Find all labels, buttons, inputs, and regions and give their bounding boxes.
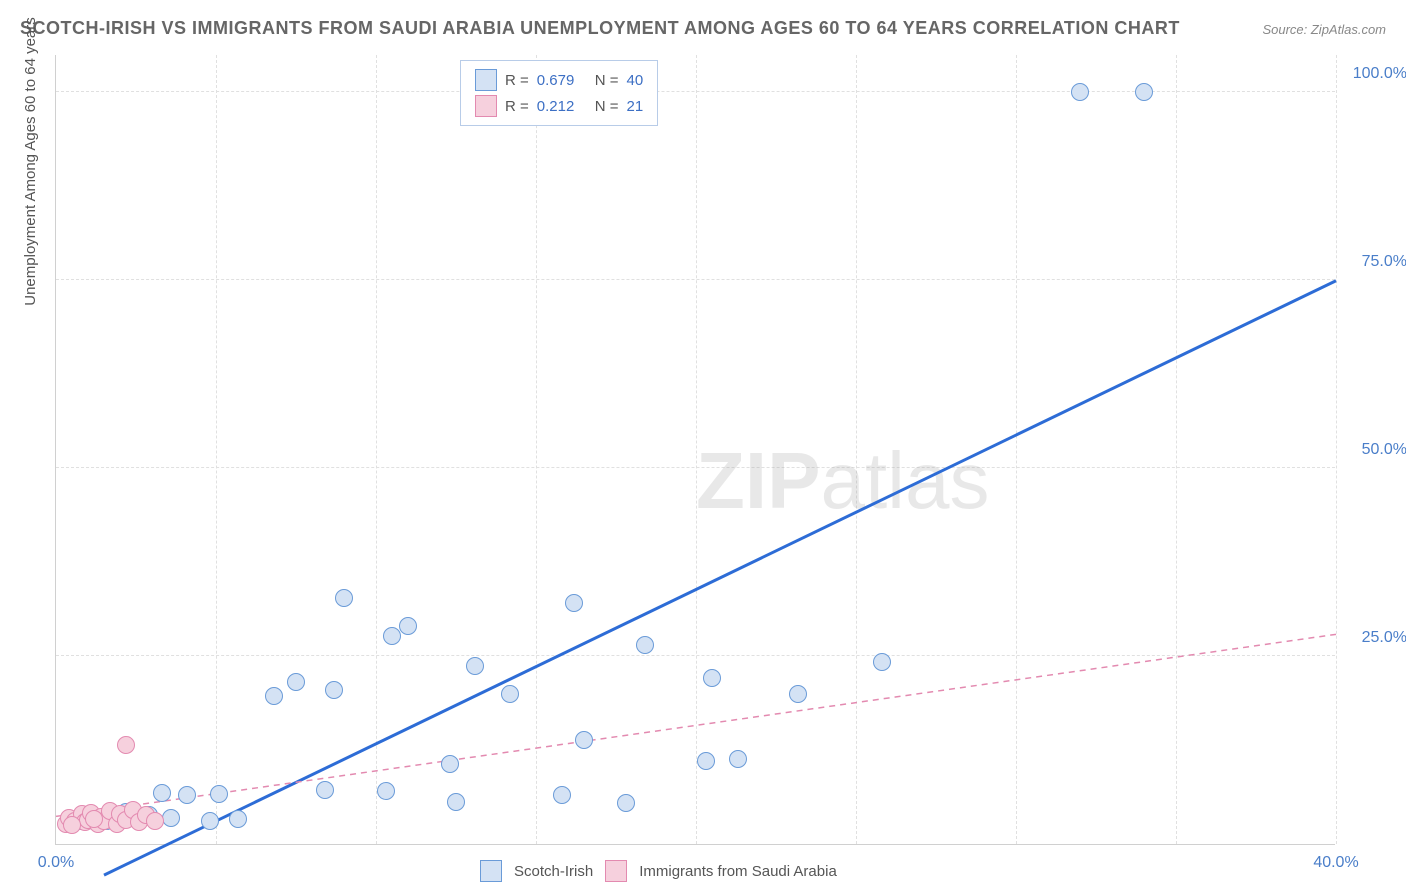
data-point <box>117 736 135 754</box>
legend-label-scotch-irish: Scotch-Irish <box>514 863 593 880</box>
y-tick-label: 50.0% <box>1362 441 1406 459</box>
legend-n-value: 40 <box>627 72 644 89</box>
scatter-chart: ZIPatlas 25.0%50.0%75.0%100.0%0.0%40.0% <box>55 55 1335 845</box>
data-point <box>162 809 180 827</box>
data-point <box>210 785 228 803</box>
data-point <box>501 685 519 703</box>
correlation-legend: R = 0.679 N = 40 R = 0.212 N = 21 <box>460 60 658 126</box>
data-point <box>383 627 401 645</box>
swatch-saudi-arabia <box>605 860 627 882</box>
data-point <box>1071 83 1089 101</box>
data-point <box>335 589 353 607</box>
y-axis-label: Unemployment Among Ages 60 to 64 years <box>22 17 39 306</box>
gridline-v <box>1336 55 1337 844</box>
trend-line <box>104 281 1336 875</box>
legend-n-label: N = <box>595 98 619 115</box>
series-legend: Scotch-Irish Immigrants from Saudi Arabi… <box>480 860 837 882</box>
data-point <box>441 755 459 773</box>
legend-r-label: R = <box>505 72 529 89</box>
legend-swatch <box>475 95 497 117</box>
data-point <box>287 673 305 691</box>
data-point <box>153 784 171 802</box>
data-point <box>265 687 283 705</box>
data-point <box>63 816 81 834</box>
swatch-scotch-irish <box>480 860 502 882</box>
data-point <box>729 750 747 768</box>
data-point <box>316 781 334 799</box>
data-point <box>377 782 395 800</box>
legend-row: R = 0.212 N = 21 <box>475 93 643 119</box>
y-tick-label: 25.0% <box>1362 629 1406 647</box>
data-point <box>146 812 164 830</box>
x-tick-label: 40.0% <box>1313 854 1358 872</box>
y-tick-label: 75.0% <box>1362 253 1406 271</box>
source-label: Source: ZipAtlas.com <box>1262 22 1386 37</box>
data-point <box>466 657 484 675</box>
legend-r-label: R = <box>505 98 529 115</box>
data-point <box>399 617 417 635</box>
data-point <box>85 810 103 828</box>
data-point <box>201 812 219 830</box>
chart-title: SCOTCH-IRISH VS IMMIGRANTS FROM SAUDI AR… <box>20 18 1180 39</box>
data-point <box>703 669 721 687</box>
legend-n-value: 21 <box>627 98 644 115</box>
data-point <box>447 793 465 811</box>
data-point <box>636 636 654 654</box>
data-point <box>325 681 343 699</box>
legend-r-value: 0.679 <box>537 72 587 89</box>
x-tick-label: 0.0% <box>38 854 74 872</box>
trendlines-layer <box>56 55 1336 845</box>
y-tick-label: 100.0% <box>1353 65 1406 83</box>
legend-swatch <box>475 69 497 91</box>
data-point <box>789 685 807 703</box>
legend-row: R = 0.679 N = 40 <box>475 67 643 93</box>
data-point <box>697 752 715 770</box>
legend-r-value: 0.212 <box>537 98 587 115</box>
data-point <box>565 594 583 612</box>
data-point <box>553 786 571 804</box>
legend-label-saudi-arabia: Immigrants from Saudi Arabia <box>639 863 837 880</box>
legend-n-label: N = <box>595 72 619 89</box>
trend-line <box>56 634 1336 816</box>
data-point <box>229 810 247 828</box>
data-point <box>617 794 635 812</box>
data-point <box>178 786 196 804</box>
data-point <box>873 653 891 671</box>
data-point <box>1135 83 1153 101</box>
data-point <box>575 731 593 749</box>
